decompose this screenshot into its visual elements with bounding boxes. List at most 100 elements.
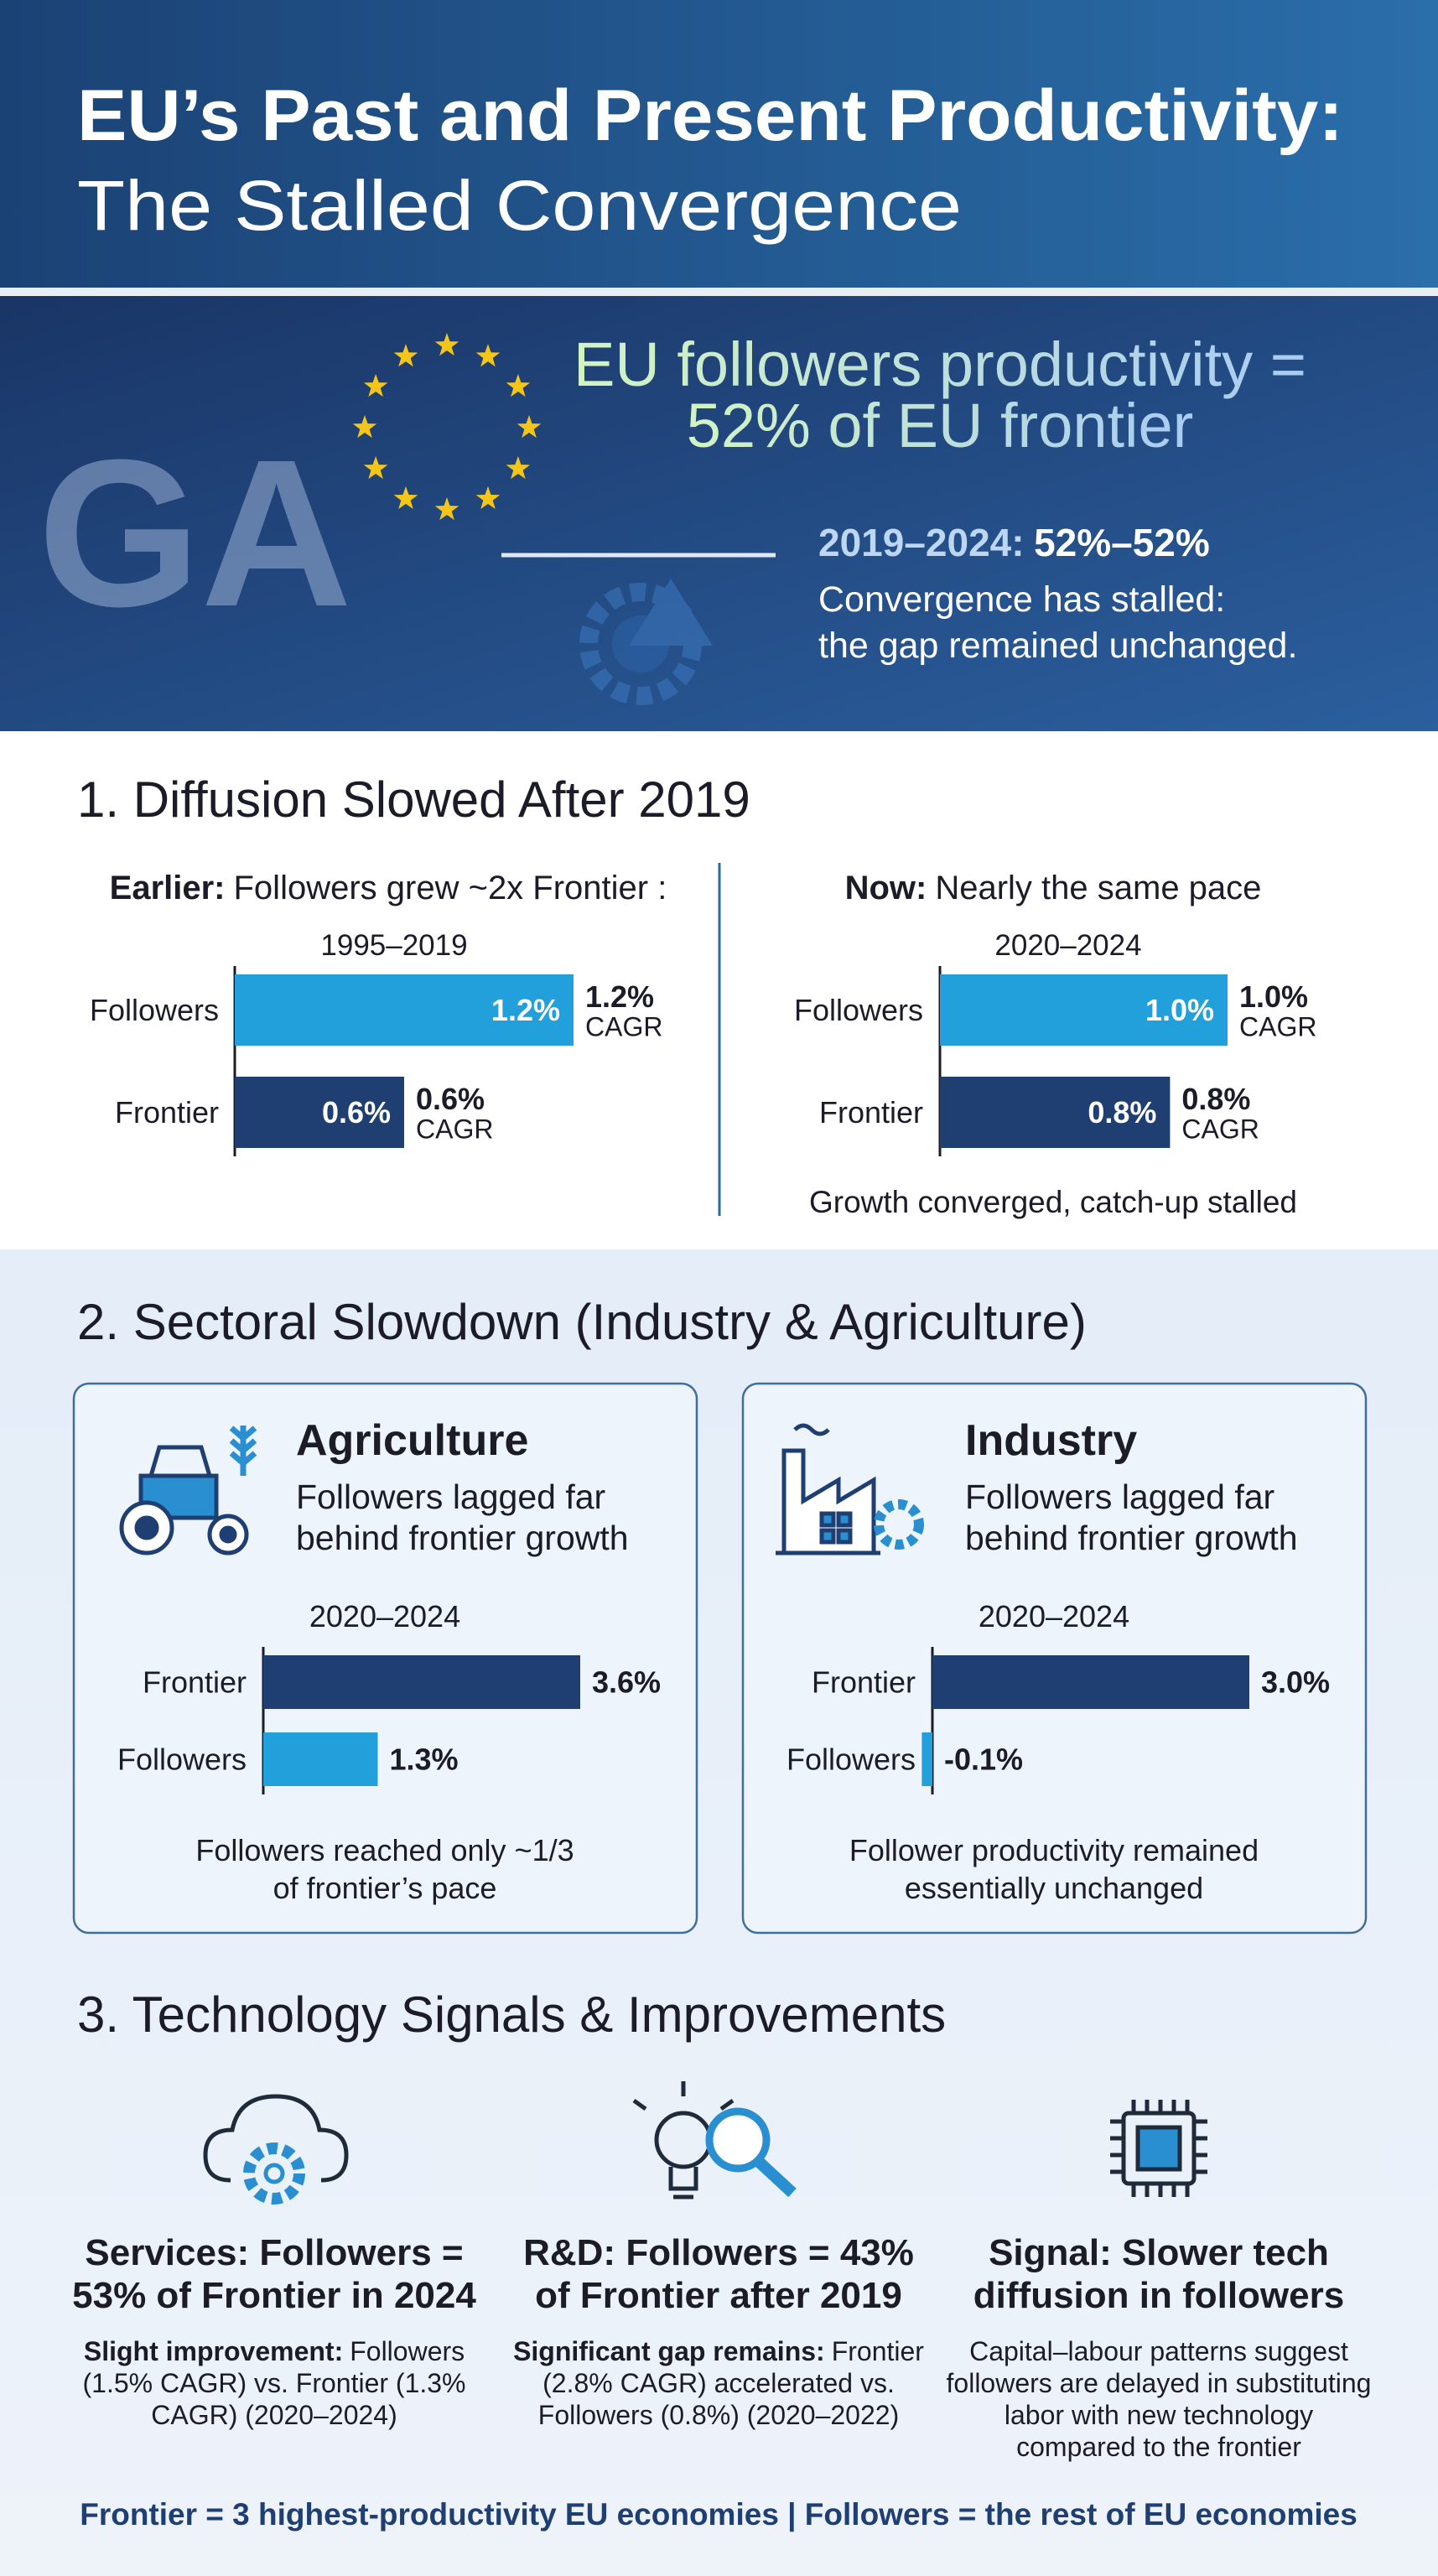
- star: [506, 374, 531, 397]
- unit-label: CAGR: [585, 1012, 662, 1042]
- bar: [940, 974, 1228, 1046]
- bar-value-label: 0.6%: [322, 1095, 391, 1130]
- value-label: 0.6%: [416, 1082, 485, 1116]
- value-label: 3.6%: [592, 1665, 661, 1700]
- bar: [263, 1655, 580, 1709]
- factory-icon: [776, 1423, 924, 1555]
- subtitle: The Stalled Convergence: [77, 166, 962, 245]
- item-title: Services: Followers =: [85, 2232, 463, 2273]
- item-body: Followers (0.8%) (2020–2022): [538, 2400, 899, 2430]
- eu-stars: [352, 333, 542, 521]
- panel-note: Growth converged, catch-up stalled: [809, 1185, 1297, 1219]
- bar: [235, 974, 574, 1046]
- unit-label: CAGR: [416, 1114, 493, 1145]
- bold-label: Slight improvement:: [84, 2336, 343, 2366]
- value-label: 0.8%: [1181, 1082, 1250, 1116]
- banner-note: Convergence has stalled:: [818, 579, 1225, 620]
- tractor-icon: [119, 1426, 257, 1555]
- period-label: 2020–2024: [994, 929, 1141, 962]
- value-label: 1.2%: [585, 979, 654, 1014]
- range-text: 2019–2024: 52%–52%: [818, 521, 1210, 564]
- period-label: 2020–2024: [979, 1599, 1129, 1633]
- item-title: of Frontier after 2019: [535, 2275, 902, 2316]
- card-subtitle: behind frontier growth: [296, 1519, 629, 1557]
- label: Nearly the same pace: [935, 870, 1261, 906]
- value-label: -0.1%: [944, 1742, 1023, 1777]
- card-note: Followers reached only ~1/3: [195, 1833, 574, 1867]
- bar: [932, 1655, 1249, 1709]
- card-subtitle: Followers lagged far: [965, 1478, 1274, 1516]
- item-body: CAGR) (2020–2024): [151, 2400, 397, 2430]
- bold-label: Significant gap remains:: [513, 2336, 825, 2366]
- item-body: Significant gap remains: Frontier: [513, 2336, 924, 2366]
- panel-label: Earlier: Followers grew ~2x Frontier :: [110, 870, 667, 906]
- banner-note: the gap remained unchanged.: [818, 626, 1297, 666]
- chip-icon: [1110, 2100, 1207, 2197]
- item-body: (2.8% CAGR) accelerated vs.: [542, 2368, 895, 2398]
- section-heading: 3. Technology Signals & Improvements: [77, 1987, 946, 2043]
- star: [434, 497, 459, 521]
- header-bg: [0, 0, 1438, 288]
- category-label: Followers: [786, 1742, 916, 1777]
- item-body: Capital–labour patterns suggest: [969, 2336, 1348, 2366]
- bar-value-label: 1.0%: [1145, 993, 1214, 1027]
- bar: [921, 1732, 932, 1786]
- unit-label: CAGR: [1181, 1114, 1259, 1145]
- category-label: Frontier: [812, 1665, 916, 1700]
- warning-gear-icon: [579, 579, 713, 705]
- banner-bg: [0, 296, 1438, 731]
- item-body: Slight improvement: Followers: [84, 2336, 465, 2366]
- value-label: 1.0%: [1239, 979, 1308, 1014]
- period-label: 1995–2019: [320, 929, 467, 962]
- bold-label: Now:: [845, 870, 927, 906]
- star: [393, 344, 418, 367]
- cloud-gear-icon: [203, 2094, 349, 2205]
- star: [393, 486, 418, 509]
- section-heading: 2. Sectoral Slowdown (Industry & Agricul…: [77, 1294, 1087, 1350]
- category-label: Frontier: [143, 1665, 247, 1700]
- item-body: followers are delayed in substituting: [947, 2368, 1372, 2398]
- card-note: Follower productivity remained: [849, 1833, 1259, 1867]
- star: [363, 456, 388, 480]
- item-title: R&D: Followers = 43%: [523, 2232, 914, 2273]
- bold-label: 2019–2024:: [818, 521, 1025, 564]
- card-note: essentially unchanged: [905, 1871, 1203, 1905]
- item-title: Signal: Slower tech: [989, 2232, 1329, 2273]
- value-label: 1.3%: [390, 1742, 459, 1777]
- unit-label: CAGR: [1239, 1012, 1316, 1042]
- bar: [235, 1077, 404, 1148]
- label: Frontier: [832, 2336, 925, 2366]
- divider: [0, 288, 1438, 296]
- card-note: of frontier’s pace: [273, 1871, 497, 1905]
- label: Followers: [350, 2336, 465, 2366]
- star: [475, 344, 501, 367]
- label: 52%–52%: [1034, 521, 1210, 564]
- card-title: Agriculture: [296, 1416, 528, 1465]
- bar-value-label: 0.8%: [1088, 1095, 1156, 1130]
- card-title: Industry: [965, 1416, 1137, 1465]
- bar: [940, 1077, 1171, 1148]
- category-label: Followers: [794, 993, 923, 1027]
- section-heading: 1. Diffusion Slowed After 2019: [77, 771, 750, 828]
- item-body: labor with new technology: [1005, 2400, 1313, 2430]
- label: Followers grew ~2x Frontier :: [234, 870, 667, 906]
- card-subtitle: Followers lagged far: [296, 1478, 605, 1516]
- bulb-search-icon: [632, 2081, 797, 2199]
- value-label: 3.0%: [1261, 1665, 1330, 1700]
- star: [475, 486, 501, 509]
- star: [434, 333, 459, 356]
- logo: GA: [38, 416, 352, 650]
- item-title: 53% of Frontier in 2024: [72, 2275, 476, 2316]
- item-body: (1.5% CAGR) vs. Frontier (1.3%: [83, 2368, 466, 2398]
- category-label: Followers: [90, 993, 219, 1027]
- star: [352, 415, 377, 439]
- item-body: compared to the frontier: [1016, 2432, 1301, 2462]
- star: [506, 456, 531, 480]
- star: [517, 415, 542, 439]
- bold-label: Earlier:: [110, 870, 226, 906]
- headline: EU followers productivity =: [574, 330, 1306, 399]
- item-title: diffusion in followers: [973, 2275, 1344, 2316]
- bar: [263, 1732, 378, 1786]
